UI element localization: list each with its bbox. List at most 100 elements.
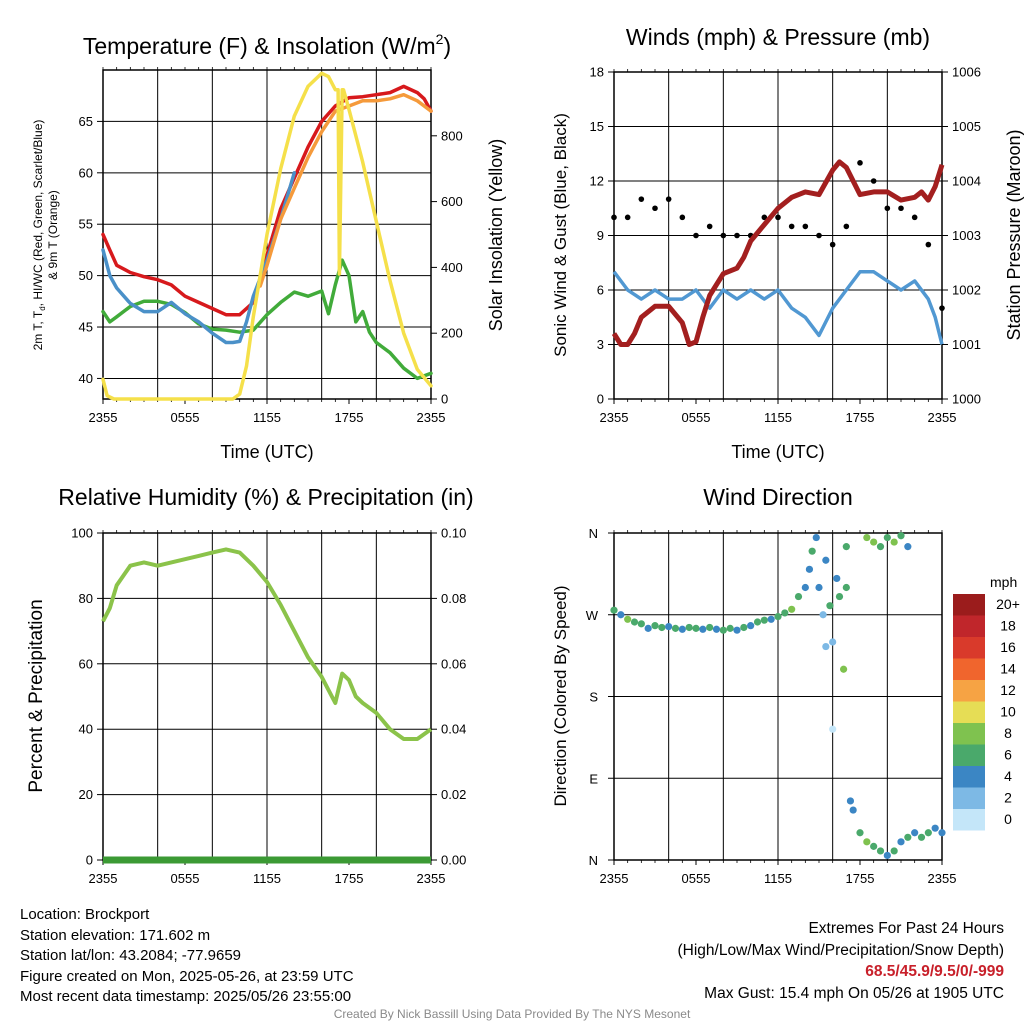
legend-swatch [953,701,985,723]
gust-point [775,214,781,221]
direction-point [624,615,632,623]
gust-point [898,205,904,212]
direction-point [812,533,820,542]
gust-point [816,232,822,239]
x-tick-label: 1755 [335,410,364,425]
direction-point [849,806,857,814]
legend-swatch [953,787,985,809]
direction-tick-label: W [586,608,599,623]
gust-point [884,205,891,212]
gust-point [720,232,727,239]
gust-point [693,232,699,239]
gust-point [911,214,918,221]
direction-point [876,847,885,855]
solar-y2-label: Solar Insolation (Yellow) [486,139,506,331]
wind-direction-y-label: Direction (Colored By Speed) [551,585,570,806]
legend-label: 16 [1000,639,1016,655]
y2-tick-label: 1001 [952,337,981,352]
direction-point [917,833,926,841]
y-tick-label: 18 [590,65,604,80]
y-tick-label: 12 [590,174,604,189]
y2-tick-label: 600 [441,194,463,209]
y2-tick-label: 0.08 [441,591,466,606]
gust-point [706,223,713,230]
x-tick-label: 1155 [764,410,792,425]
extremes-box: Extremes For Past 24 Hours (High/Low/Max… [678,918,1005,1004]
station-latlon: Station lat/lon: 43.2084; -77.9659 [20,947,242,964]
direction-point [610,606,618,614]
direction-point [706,623,714,632]
humidity-panel: Relative Humidity (%) & Precipitation (i… [26,484,474,886]
legend-swatch [953,723,985,745]
direction-point [815,583,823,592]
legend-swatch [953,809,985,831]
y-tick-label: 0 [86,853,93,868]
series-line-dew-point [101,258,433,381]
legend-label: 0 [1004,811,1012,827]
extremes-title: Extremes For Past 24 Hours [808,920,1004,937]
legend-label: 14 [1000,661,1016,677]
max-gust: Max Gust: 15.4 mph On 05/26 at 1905 UTC [704,984,1004,1002]
y-tick-label: 65 [79,114,93,129]
direction-point [890,847,898,855]
series-line-sonic-wind [612,270,944,345]
y-tick-label: 100 [71,526,93,541]
direction-point [819,611,827,619]
direction-point [637,620,645,628]
extremes-subtitle: (High/Low/Max Wind/Precipitation/Snow De… [677,941,1005,959]
direction-point [740,623,748,632]
direction-point [846,797,855,805]
gust-point [624,214,631,221]
legend-label: 18 [1000,618,1016,634]
y2-tick-label: 1000 [952,392,981,407]
x-tick-label: 1755 [846,871,875,886]
direction-point [826,602,834,610]
direction-point [938,829,946,837]
direction-point [911,829,919,837]
direction-point [808,547,816,555]
y2-tick-label: 0.04 [441,722,466,737]
direction-point [897,838,905,846]
y-tick-label: 3 [597,337,604,352]
legend-swatch [953,594,985,616]
direction-tick-label: N [589,526,598,541]
wind-direction-panel: Wind Direction Direction (Colored By Spe… [551,484,1020,886]
direction-point [829,725,837,733]
x-tick-label: 2355 [928,410,957,425]
direction-tick-label: N [589,853,598,868]
y-tick-label: 55 [79,217,93,232]
station-location: Location: Brockport [20,906,150,923]
y-tick-label: 40 [79,371,93,386]
direction-point [671,624,680,632]
direction-point [794,592,803,601]
gust-point [939,305,945,311]
direction-point [630,618,639,626]
x-tick-label: 0555 [171,410,200,425]
direction-tick-label: E [589,771,598,786]
station-elevation: Station elevation: 171.602 m [20,926,211,944]
direction-tick-label: S [589,690,598,705]
x-tick-label: 0555 [171,871,200,886]
direction-point [870,842,878,850]
y-tick-label: 60 [79,656,93,671]
y2-tick-label: 0.02 [441,787,466,802]
gust-point [761,214,768,221]
legend-swatch [953,615,985,637]
y2-tick-label: 400 [441,260,463,275]
y-tick-label: 6 [597,283,604,298]
temperature-panel: Temperature (F) & Insolation (W/m2) 2m T… [31,31,506,462]
y-tick-label: 80 [79,591,93,606]
gust-point [925,241,932,248]
y-tick-label: 0 [597,392,604,407]
credit-line: Created By Nick Bassill Using Data Provi… [333,1007,691,1021]
direction-point [863,533,871,542]
direction-point [931,824,939,832]
winds-title: Winds (mph) & Pressure (mb) [626,24,930,50]
legend-label: 20+ [996,596,1020,612]
humidity-y-label: Percent & Precipitation [26,599,47,792]
legend-swatch [953,637,985,659]
direction-point [726,624,734,632]
direction-point [842,583,850,592]
direction-point [753,618,762,626]
